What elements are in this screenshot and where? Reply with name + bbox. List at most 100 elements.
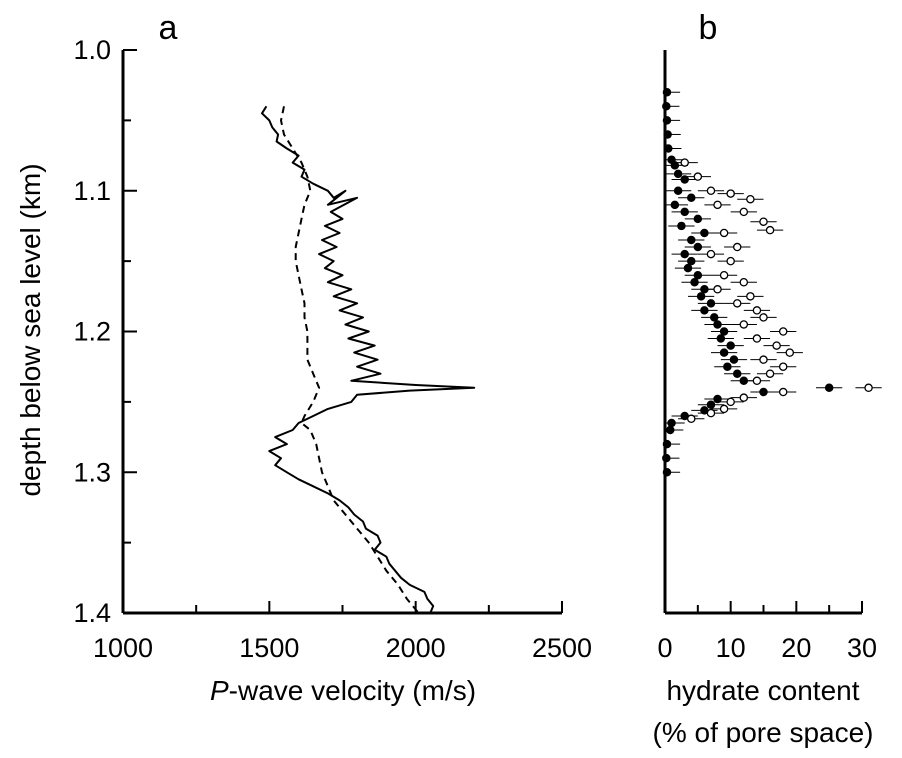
hydrate-point-open [706,408,716,418]
panel-b-x-tick-label: 0 [657,633,672,663]
hydrate-point-open [726,256,735,266]
hydrate-point-open [726,189,735,198]
hydrate-point-filled [677,221,686,231]
hydrate-point-open [739,277,749,287]
hydrate-point-filled [713,394,722,404]
panel-b-x-axis-label-line2: (% of pore space) [653,717,874,748]
hydrate-point-open [693,172,703,181]
panel-a-y-axis-label: depth below sea level (km) [15,163,46,496]
hydrate-point-open [726,397,735,407]
hydrate-point-open [706,186,716,195]
hydrate-point-open [680,158,689,167]
hydrate-point-filled [690,277,699,287]
hydrate-point-filled [687,193,696,203]
hydrate-point-open [732,299,742,308]
hydrate-point-open [759,313,768,322]
hydrate-point-open [719,228,729,238]
hydrate-point-filled [719,327,729,336]
panel-a-velocity-chart: a 1000 1500 2000 2500 1.0 1.1 1.2 1.3 1.4 P-wav… [15,9,592,706]
hydrate-point-open [785,348,795,357]
panel-a-axes [121,49,563,615]
x-axis-label-rest: -wave velocity (m/s) [229,675,476,706]
velocity-series-solid [261,105,476,614]
hydrate-point-filled [687,235,696,245]
hydrate-point-open [752,306,762,315]
hydrate-point-filled [667,418,676,428]
hydrate-point-filled [680,175,689,184]
hydrate-point-filled [713,320,722,329]
hydrate-point-filled [673,169,683,179]
panel-b-series-group [662,87,882,477]
hydrate-point-open [759,217,768,226]
panel-a-y-tick-label: 1.2 [73,317,111,347]
hydrate-point-open [752,376,762,386]
hydrate-point-filled [726,341,735,350]
panel-a-x-tick-label: 2500 [532,633,592,663]
hydrate-point-filled [700,228,709,238]
panel-a-x-tick-label: 1000 [93,633,153,663]
hydrate-point-open [765,369,775,378]
hydrate-point-filled [683,263,693,273]
hydrate-point-open [732,242,742,252]
hydrate-point-open [719,270,729,280]
hydrate-point-open [752,334,762,343]
hydrate-point-filled [710,313,719,322]
hydrate-point-open [739,207,749,217]
panel-b-x-tick-label: 20 [781,633,811,663]
hydrate-point-open [739,320,749,329]
panel-a-y-tick-label: 1.3 [73,457,111,487]
hydrate-point-filled [680,207,689,217]
hydrate-point-open [778,327,788,336]
panel-a-y-tick-labels: 1.0 1.1 1.2 1.3 1.4 [73,35,111,628]
hydrate-point-filled [824,383,834,393]
hydrate-point-open [746,194,755,204]
panel-b-x-tick-labels: 0 10 20 30 [657,633,877,663]
panel-a-x-tick-label: 1500 [239,633,299,663]
hydrate-point-filled [706,299,716,308]
hydrate-point-open [778,362,788,371]
hydrate-point-open [719,404,729,414]
panel-b-x-tick-label: 30 [847,633,877,663]
hydrate-point-filled [759,387,768,397]
hydrate-point-filled [687,256,696,266]
panel-a-x-tick-labels: 1000 1500 2000 2500 [93,633,592,663]
x-axis-label-italic-p: P [210,675,229,706]
panel-a-y-tick-label: 1.1 [73,176,111,206]
hydrate-point-filled [693,214,703,224]
hydrate-point-open [765,225,775,235]
hydrate-point-filled [719,348,729,357]
panel-b-hydrate-chart: b 0 10 20 30 hydrate content (% of pore spa… [653,9,882,748]
hydrate-point-open [746,292,755,301]
panel-a-y-tick-label: 1.0 [73,35,111,65]
hydrate-point-filled [723,362,732,371]
panel-a-y-tick-label: 1.4 [73,598,111,628]
panel-a-x-tick-label: 2000 [386,633,446,663]
hydrate-point-open [706,249,716,259]
hydrate-point-open [778,387,788,397]
hydrate-point-filled [732,369,742,378]
hydrate-point-filled [670,200,680,210]
hydrate-point-filled [693,242,703,252]
hydrate-point-open [713,285,722,294]
hydrate-point-open [864,383,873,393]
hydrate-point-filled [729,355,739,364]
hydrate-point-filled [670,161,680,170]
hydrate-point-filled [716,334,726,343]
panel-a-x-axis-label: P-wave velocity (m/s) [210,675,476,706]
hydrate-point-open [772,341,781,350]
hydrate-point-open [713,200,722,210]
velocity-series-dashed [280,106,420,614]
hydrate-point-filled [693,270,703,280]
panel-b-x-tick-label: 10 [716,633,746,663]
hydrate-point-open [739,393,749,402]
panel-a-series-group [261,105,476,614]
hydrate-point-filled [706,400,716,409]
panel-b-label: b [699,9,718,47]
panel-a-label: a [159,9,178,47]
hydrate-point-open [687,414,696,424]
hydrate-point-filled [696,292,706,301]
hydrate-point-filled [666,425,675,435]
hydrate-point-open [759,355,768,364]
hydrate-point-filled [700,306,709,315]
